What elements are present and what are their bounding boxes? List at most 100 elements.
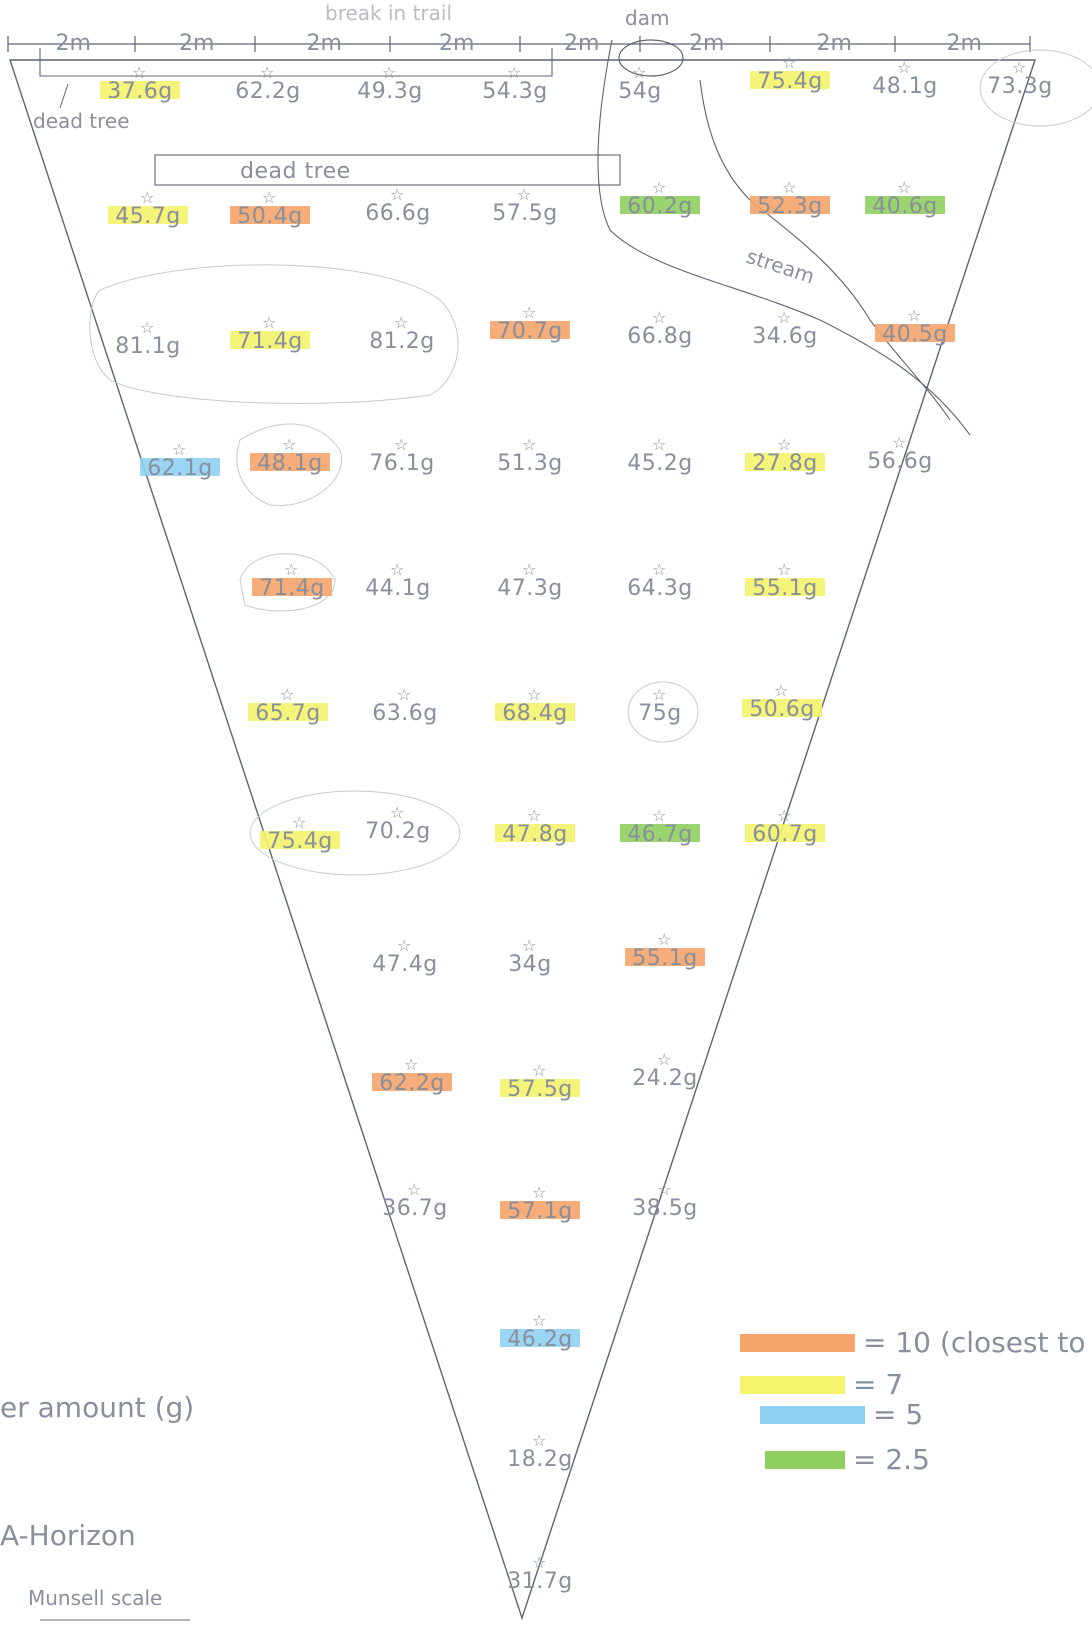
sample-point: ☆45.7g [108, 188, 188, 229]
sample-label: 48.1g [257, 451, 322, 476]
sample-point: ☆57.5g [500, 1061, 580, 1102]
sample-label: 52.3g [757, 194, 822, 219]
star-icon: ☆ [140, 188, 154, 207]
highlight-mark [252, 578, 332, 596]
dam-circle [618, 39, 684, 77]
legend-swatch [740, 1334, 855, 1352]
sample-label: 45.2g [627, 451, 692, 476]
scale-ticks [7, 36, 1031, 52]
sample-label: 75g [638, 701, 681, 726]
left-note-horizon: A-Horizon [0, 1519, 136, 1552]
star-icon: ☆ [522, 435, 536, 454]
sample-point: ☆60.7g [745, 806, 825, 847]
highlight-mark [750, 196, 830, 214]
star-icon: ☆ [140, 318, 154, 337]
scale-label: 2m [307, 31, 342, 56]
sample-point: ☆50.4g [230, 188, 310, 229]
legend-label: = 5 [873, 1398, 923, 1431]
star-icon: ☆ [522, 303, 536, 322]
scale-labels: 2m 2m 2m 2m 2m 2m 2m 2m [56, 31, 982, 56]
scale-label: 2m [179, 31, 214, 56]
grouping-circle-75g [627, 681, 699, 743]
sample-label: 34g [508, 952, 551, 977]
star-icon: ☆ [397, 936, 411, 955]
highlight-mark [108, 206, 188, 224]
highlight-mark [865, 196, 945, 214]
sample-point: ☆75.4g [750, 53, 830, 94]
highlight-mark [875, 324, 955, 342]
sample-label: 50.6g [749, 697, 814, 722]
sample-point: ☆81.1g [115, 318, 180, 359]
legend-swatch [760, 1406, 865, 1424]
legend-label: = 10 (closest to we [863, 1326, 1092, 1359]
sample-label: 70.7g [497, 319, 562, 344]
star-icon: ☆ [652, 685, 666, 704]
star-icon: ☆ [394, 435, 408, 454]
highlight-mark [260, 831, 340, 849]
sample-point: ☆70.7g [490, 303, 570, 344]
sample-label: 45.7g [115, 204, 180, 229]
sample-label: 60.7g [752, 822, 817, 847]
star-icon: ☆ [390, 185, 404, 204]
star-icon: ☆ [517, 185, 531, 204]
sample-label: 46.2g [507, 1327, 572, 1352]
sample-label: 62.2g [235, 79, 300, 104]
highlight-legend: = 10 (closest to we = 7= 5 = 2.5 [740, 1326, 1092, 1476]
star-icon: ☆ [532, 1183, 546, 1202]
star-icon: ☆ [652, 178, 666, 197]
star-icon: ☆ [777, 560, 791, 579]
star-icon: ☆ [777, 308, 791, 327]
sample-point: ☆45.2g [627, 435, 692, 476]
sample-point: ☆55.1g [625, 930, 705, 971]
sample-label: 57.1g [507, 1199, 572, 1224]
scale-label: 2m [56, 31, 91, 56]
star-icon: ☆ [657, 1180, 671, 1199]
star-icon: ☆ [632, 63, 646, 82]
sample-point: ☆71.4g [252, 560, 332, 601]
star-icon: ☆ [782, 178, 796, 197]
sample-point: ☆46.2g [500, 1311, 580, 1352]
highlight-mark [620, 824, 700, 842]
highlight-mark [248, 703, 328, 721]
top-faint-note: break in trail [325, 1, 452, 25]
sample-label: 63.6g [372, 701, 437, 726]
sample-point: ☆40.5g [875, 306, 955, 347]
sample-point: ☆34g [508, 936, 551, 977]
sample-point: ☆70.2g [365, 803, 430, 844]
star-icon: ☆ [280, 685, 294, 704]
grouping-circle-top-right [979, 49, 1092, 127]
grouping-circle-row7 [249, 790, 461, 876]
sample-label: 50.4g [237, 204, 302, 229]
scale-label: 2m [947, 31, 982, 56]
star-icon: ☆ [522, 936, 536, 955]
star-icon: ☆ [532, 1311, 546, 1330]
sample-label: 62.2g [379, 1071, 444, 1096]
sample-point: ☆73.3g [987, 58, 1052, 99]
star-icon: ☆ [527, 806, 541, 825]
star-icon: ☆ [382, 63, 396, 82]
star-icon: ☆ [777, 435, 791, 454]
grouping-circle-row4 [236, 423, 342, 507]
sample-label: 48.1g [872, 74, 937, 99]
grouping-circle-row5 [239, 553, 336, 612]
highlight-mark [372, 1073, 452, 1091]
sample-point: ☆27.8g [745, 435, 825, 476]
sample-point: ☆63.6g [372, 685, 437, 726]
sample-point: ☆60.2g [620, 178, 700, 219]
star-icon: ☆ [132, 63, 146, 82]
stream-curve-1 [597, 39, 971, 436]
highlight-mark [100, 81, 180, 99]
star-icon: ☆ [262, 188, 276, 207]
star-icon: ☆ [657, 930, 671, 949]
sample-point: ☆62.2g [372, 1055, 452, 1096]
sample-point: ☆66.8g [627, 308, 692, 349]
star-icon: ☆ [404, 1055, 418, 1074]
sample-label: 49.3g [357, 79, 422, 104]
sample-point: ☆51.3g [497, 435, 562, 476]
star-icon: ☆ [527, 685, 541, 704]
sample-label: 38.5g [632, 1196, 697, 1221]
sample-label: 51.3g [497, 451, 562, 476]
stream-label: stream [743, 244, 817, 288]
sample-point: ☆40.6g [865, 178, 945, 219]
